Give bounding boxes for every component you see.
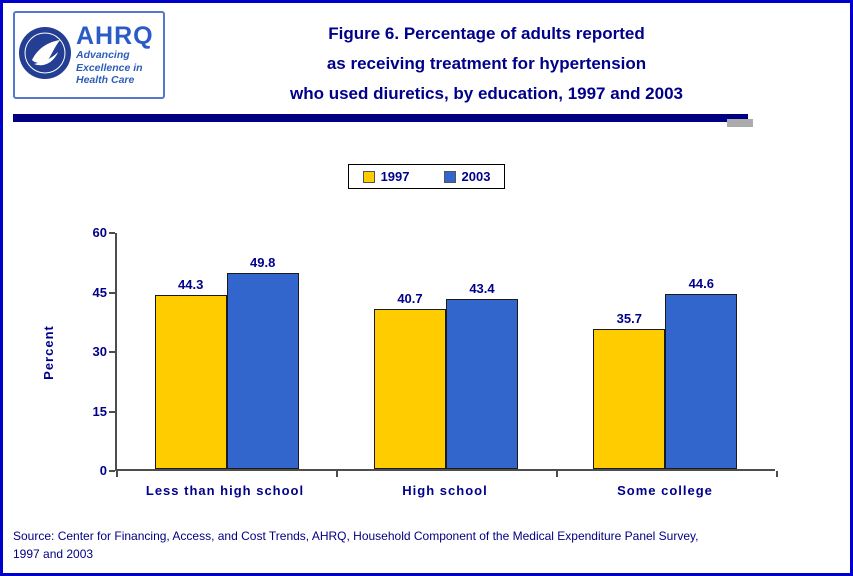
legend: 1997 2003: [347, 164, 506, 190]
bar-wrap-2003-3: 44.6: [665, 233, 738, 470]
bar-group-3: 35.7 44.6: [556, 233, 775, 470]
y-tick-label-60: 60: [92, 225, 107, 241]
hhs-seal-icon: [18, 26, 72, 85]
legend-swatch-1997: [362, 170, 375, 183]
header: AHRQ Advancing Excellence in Health Care…: [3, 3, 850, 108]
bar-wrap-2003-1: 49.8: [226, 233, 299, 470]
bar-group-2: 40.7 43.4: [336, 233, 555, 470]
figure-title: Figure 6. Percentage of adults reported …: [165, 11, 838, 108]
y-tick-mark-15: [109, 410, 115, 413]
x-tick-1: [336, 471, 338, 478]
bar-1997-3: [593, 328, 666, 470]
logo-tagline-line1: Advancing: [76, 49, 130, 62]
x-tick-2: [556, 471, 558, 478]
source-note: Source: Center for Financing, Access, an…: [13, 528, 698, 563]
bar-wrap-1997-1: 44.3: [154, 233, 227, 470]
legend-item-1997: 1997: [362, 169, 410, 185]
category-axis: Less than high school High school Some col…: [115, 483, 775, 498]
x-tick-3: [776, 471, 778, 478]
category-label-2: High school: [402, 483, 488, 499]
legend-item-2003: 2003: [443, 169, 491, 185]
figure-title-line3: who used diuretics, by education, 1997 a…: [289, 83, 684, 103]
figure-title-line2: as receiving treatment for hypertension: [326, 53, 647, 73]
bar-1997-1: [154, 295, 227, 470]
category-label-1: Less than high school: [145, 483, 305, 499]
org-abbr: AHRQ: [76, 21, 154, 50]
logo-tagline-line3: Health Care: [76, 74, 135, 87]
y-axis-label: Percent: [40, 325, 56, 381]
bar-wrap-1997-2: 40.7: [373, 233, 446, 470]
bar-2003-3: [665, 293, 738, 470]
bar-value-label: 40.7: [397, 291, 423, 307]
bar-wrap-1997-3: 35.7: [593, 233, 666, 470]
legend-label-1997: 1997: [380, 169, 410, 185]
y-tick-mark-0: [109, 470, 115, 473]
logo-text: AHRQ Advancing Excellence in Health Care: [76, 23, 154, 87]
ahrq-logo: AHRQ Advancing Excellence in Health Care: [13, 11, 165, 99]
plot-area: 44.3 49.8 40.7 43.4 35.7 44.6: [115, 233, 778, 478]
source-note-line2: 1997 and 2003: [13, 546, 94, 561]
legend-label-2003: 2003: [461, 169, 491, 185]
y-tick-mark-45: [109, 291, 115, 294]
figure-title-line1: Figure 6. Percentage of adults reported: [328, 24, 645, 43]
y-tick-mark-30: [109, 351, 115, 354]
y-tick-label-0: 0: [99, 463, 107, 479]
bar-value-label: 44.3: [178, 277, 204, 293]
legend-swatch-2003: [443, 170, 456, 183]
bar-value-label: 49.8: [250, 255, 276, 271]
x-tick-0: [116, 471, 118, 478]
bar-group-1: 44.3 49.8: [117, 233, 336, 470]
bar-value-label: 44.6: [688, 275, 714, 291]
source-note-line1: Source: Center for Financing, Access, an…: [13, 529, 699, 544]
header-divider: [13, 114, 753, 128]
bar-wrap-2003-2: 43.4: [445, 233, 518, 470]
category-label-3: Some college: [617, 483, 713, 499]
y-tick-label-30: 30: [92, 344, 107, 360]
y-tick-mark-60: [109, 232, 115, 235]
logo-tagline-line2: Excellence in: [76, 61, 143, 74]
bar-2003-2: [445, 298, 518, 470]
bar-value-label: 43.4: [469, 280, 495, 296]
y-tick-label-15: 15: [92, 403, 107, 419]
bar-2003-1: [226, 273, 299, 470]
bar-1997-2: [373, 309, 446, 470]
bar-value-label: 35.7: [616, 310, 642, 326]
chart: Percent 44.3 49.8 40.7 43.4 35.7 44.6 Less th…: [3, 225, 850, 508]
y-tick-label-45: 45: [92, 284, 107, 300]
